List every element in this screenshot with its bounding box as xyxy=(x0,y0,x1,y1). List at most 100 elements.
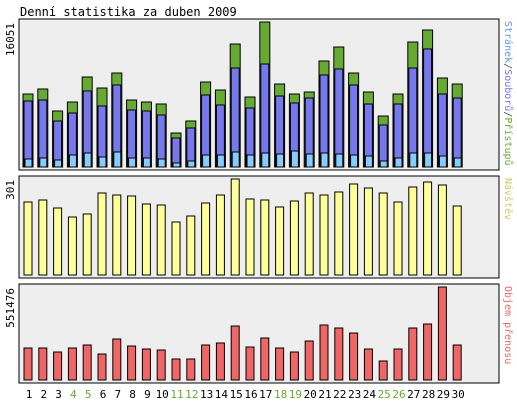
visits-bar xyxy=(289,200,299,276)
x-tick-label: 5 xyxy=(85,388,92,401)
pages-bar xyxy=(379,160,388,168)
pages-bar xyxy=(453,157,462,168)
series-axis-label: Stránek/Souborů/Přístupů xyxy=(502,21,514,166)
x-tick-label: 17 xyxy=(259,388,272,401)
pages-bar xyxy=(246,154,255,168)
x-tick-label: 27 xyxy=(407,388,420,401)
visits-bar xyxy=(38,199,48,276)
visits-bar xyxy=(304,192,314,276)
y-max-label: 301 xyxy=(4,180,17,200)
traffic-bar xyxy=(349,332,359,381)
visits-bar xyxy=(67,216,77,276)
x-tick-label: 29 xyxy=(437,388,450,401)
visits-bar xyxy=(201,202,211,276)
x-tick-label: 20 xyxy=(304,388,317,401)
traffic-bar xyxy=(275,347,285,381)
panel-visits: 301 Návštěv xyxy=(4,175,514,279)
series-axis-label-part: / xyxy=(502,63,513,69)
visits-bar xyxy=(452,205,462,276)
traffic-bar xyxy=(141,348,151,381)
traffic-bar xyxy=(215,342,225,381)
pages-bar xyxy=(290,150,299,168)
traffic-bar xyxy=(127,345,137,381)
chart-title: Denní statistika za duben 2009 xyxy=(20,5,237,19)
pages-bar xyxy=(54,159,63,168)
visits-bar xyxy=(53,207,63,276)
series-axis-label: Návštěv xyxy=(502,178,514,220)
pages-bar xyxy=(276,153,285,168)
visits-bar xyxy=(186,215,196,276)
files-bar xyxy=(260,63,270,168)
traffic-bar xyxy=(437,286,447,381)
visits-bar xyxy=(171,221,181,276)
series-axis-label: Objem přenosu xyxy=(502,286,514,364)
traffic-bar xyxy=(82,344,92,381)
visits-bar xyxy=(363,187,373,276)
x-tick-label: 28 xyxy=(422,388,435,401)
x-tick-label: 15 xyxy=(230,388,243,401)
traffic-bar xyxy=(319,324,329,381)
pages-bar xyxy=(157,158,166,168)
files-bar xyxy=(334,68,344,168)
visits-bar xyxy=(112,194,122,276)
pages-bar xyxy=(172,162,181,168)
series-axis-label-part: Objem přenosu xyxy=(502,286,514,364)
traffic-bar xyxy=(38,347,48,381)
traffic-bar xyxy=(304,340,314,381)
visits-bar xyxy=(260,199,270,276)
visits-bar xyxy=(245,198,255,276)
visits-bar xyxy=(437,184,447,276)
files-bar xyxy=(423,48,433,168)
traffic-bar xyxy=(452,344,462,381)
pages-bar xyxy=(68,154,77,168)
x-tick-label: 3 xyxy=(55,388,62,401)
visits-bar xyxy=(334,191,344,276)
x-tick-label: 26 xyxy=(392,388,405,401)
traffic-bar xyxy=(97,353,107,381)
visits-bar xyxy=(319,194,329,276)
x-tick-label: 19 xyxy=(289,388,302,401)
y-max-label: 551476 xyxy=(4,288,17,328)
pages-bar xyxy=(187,160,196,168)
pages-bar xyxy=(98,156,107,168)
pages-bar xyxy=(202,154,211,168)
pages-bar xyxy=(305,153,314,168)
pages-bar xyxy=(128,157,137,168)
visits-bar xyxy=(423,181,433,276)
visits-bar xyxy=(156,204,166,276)
x-tick-label: 2 xyxy=(40,388,47,401)
x-tick-label: 8 xyxy=(129,388,136,401)
pages-bar xyxy=(350,154,359,168)
x-tick-label: 9 xyxy=(144,388,151,401)
pages-bar xyxy=(113,151,122,168)
traffic-bar xyxy=(53,351,63,381)
traffic-bar xyxy=(393,348,403,381)
traffic-bar xyxy=(260,337,270,381)
pages-bar xyxy=(394,157,403,168)
x-tick-label: 16 xyxy=(244,388,257,401)
visits-bar xyxy=(23,201,33,276)
pages-bar xyxy=(261,152,270,168)
visits-bar xyxy=(275,206,285,276)
panels: 16051 Stránek/Souborů/Přístupů 301 Návštěv 5… xyxy=(4,18,514,384)
traffic-bar xyxy=(23,347,33,381)
x-tick-label: 24 xyxy=(363,388,377,401)
x-tick-label: 14 xyxy=(215,388,229,401)
pages-bar xyxy=(438,155,447,168)
files-bar xyxy=(408,67,418,168)
traffic-bar xyxy=(112,338,122,381)
series-axis-label-part: / xyxy=(502,111,513,117)
pages-bar xyxy=(424,152,433,168)
visits-bar xyxy=(215,194,225,276)
traffic-bar xyxy=(171,358,181,381)
series-axis-label-part: Souborů xyxy=(502,69,514,111)
traffic-bar xyxy=(423,323,433,381)
pages-bar xyxy=(24,158,33,168)
x-tick-label: 11 xyxy=(170,388,183,401)
x-tick-label: 13 xyxy=(200,388,213,401)
traffic-bar xyxy=(245,346,255,381)
pages-bar xyxy=(409,152,418,168)
visits-bar xyxy=(393,201,403,276)
series-axis-label-part: Návštěv xyxy=(502,178,514,220)
panel-requests: 16051 Stránek/Souborů/Přístupů xyxy=(4,18,514,171)
